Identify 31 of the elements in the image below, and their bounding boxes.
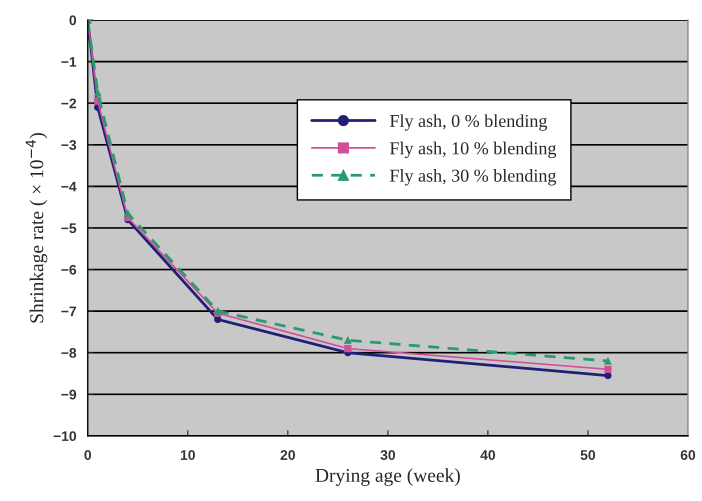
- y-tick-label: −1: [61, 57, 76, 67]
- y-tick-label: −7: [61, 306, 76, 316]
- point: [604, 366, 612, 373]
- y-tick-label: 0: [69, 15, 76, 26]
- legend-label: Fly ash, 30 % blending: [390, 169, 556, 186]
- legend-label: Fly ash, 0 % blending: [390, 114, 548, 131]
- y-tick-label: −8: [61, 348, 76, 358]
- point: [124, 210, 132, 218]
- y-axis-title: Shrinkage rate ( × 10$^{−4}$): [26, 133, 48, 323]
- y-tick-label: −5: [61, 223, 76, 234]
- y-tick-label: −2: [61, 98, 76, 108]
- point: [214, 316, 222, 324]
- legend-label: Fly ash, 10 % blending: [390, 142, 556, 158]
- y-tick-label: −10: [54, 431, 76, 442]
- point: [604, 357, 612, 365]
- point: [214, 307, 222, 315]
- point: [344, 344, 352, 352]
- x-tick-label: 0: [84, 450, 92, 460]
- x-tick-label: 40: [480, 450, 496, 460]
- x-tick-label: 60: [680, 450, 696, 460]
- y-tick-label: −6: [61, 264, 76, 275]
- point: [344, 336, 352, 344]
- x-tick-label: 30: [380, 450, 396, 460]
- y-tick-label: −3: [61, 140, 76, 150]
- x-tick-label: 20: [280, 450, 295, 460]
- y-tick-label: −4: [61, 182, 77, 192]
- y-tick-label: −9: [61, 390, 76, 400]
- x-tick-label: 10: [180, 450, 195, 460]
- x-tick-label: 50: [580, 450, 596, 460]
- point: [94, 89, 102, 96]
- x-axis-title: Drying age (week): [316, 468, 460, 486]
